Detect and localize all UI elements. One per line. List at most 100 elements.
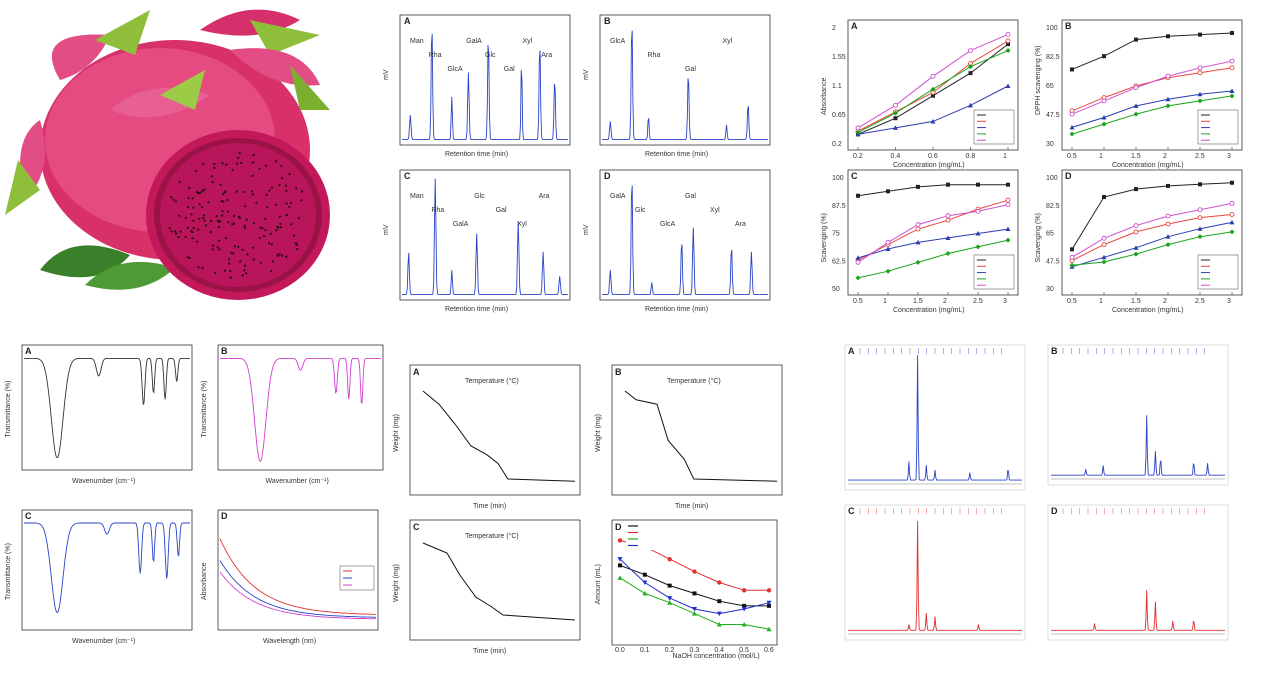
x-tick-label: 2 [943,298,947,305]
tga-top-axis: Temperature (°C) [465,377,519,385]
seed [178,180,181,183]
tga-curve [422,390,576,482]
data-point [742,603,747,608]
seed [227,258,231,261]
x-tick-label: 0.8 [966,153,976,160]
hplc-peak-label: GalA [453,221,469,228]
data-point [1006,42,1010,47]
data-point [855,125,861,131]
data-point [1069,254,1075,260]
ftir-xlabel: Wavenumber (cm⁻¹) [72,478,135,485]
data-point [1229,200,1235,206]
tga-frame [611,519,778,646]
hplc-peak-label: Rha [431,207,444,214]
data-point [1197,65,1203,71]
seed [220,200,223,203]
seed [224,190,227,193]
seed [271,260,275,263]
seed [226,210,229,213]
seed [207,201,210,204]
data-point [741,588,747,593]
seed [236,162,239,165]
seed [243,190,246,194]
y-tick-label: 47.5 [1046,258,1060,265]
seed [197,266,200,269]
data-point [1102,54,1106,59]
data-point [930,118,936,124]
spectrum-trace [402,33,568,141]
hplc-panel-label: A [404,16,411,26]
seed [222,192,225,195]
chart-panel-label: A [851,21,858,31]
hplc-peak-label: Ara [539,193,550,200]
data-point [1133,223,1139,229]
seed [285,213,288,217]
series-line [857,228,1009,259]
data-point [1005,48,1011,54]
data-point [1133,111,1139,117]
chart-frame [1061,169,1243,296]
data-point [1230,180,1234,185]
tga-top-axis: Temperature (°C) [667,377,721,385]
seed [259,226,262,229]
seed [172,198,175,201]
data-point [931,93,935,98]
seed [265,193,268,196]
data-point [1101,114,1107,120]
data-point [885,268,891,274]
data-point [1198,182,1202,187]
data-point [1165,103,1171,109]
data-point [1229,65,1235,71]
seed [238,152,241,155]
seed [191,197,194,200]
seed [276,253,279,257]
seed [264,217,267,220]
ftir-xlabel: Wavenumber (cm⁻¹) [266,478,329,485]
seed [210,175,214,178]
hplc-ylabel: mV [583,224,590,235]
seed [237,245,240,248]
tga-frame [409,364,581,496]
tga-panel-label: C [413,522,420,532]
series-line [1071,221,1233,268]
data-point [667,600,673,605]
y-tick-label: 30 [1046,141,1054,148]
x-tick-label: 2 [1163,298,1167,305]
series-line [619,577,770,630]
tga-panel-label: D [615,522,622,532]
chart-ylabel: Scavenging (%) [821,213,828,262]
seed [217,220,220,223]
spectrum-trace [402,178,568,296]
hplc-panel-label: C [404,171,411,181]
nmr-spectra: A B C D [844,344,1229,641]
data-point [1165,96,1171,102]
x-tick-label: 0.5 [1067,153,1077,160]
hplc-frame [599,14,771,146]
seed [258,236,261,240]
data-point [1166,34,1170,39]
seed [202,163,205,166]
seed [232,214,235,218]
seed [190,213,193,216]
seed [194,169,197,173]
legend-box [1197,254,1239,290]
seed [288,205,291,208]
x-tick-label: 3 [1227,298,1231,305]
data-point [975,231,981,236]
seed [266,206,269,209]
x-tick-label: 1.5 [913,298,923,305]
seed [209,231,212,234]
seed [205,224,208,227]
tga-top-axis: Temperature (°C) [465,532,519,540]
data-point [642,580,648,585]
x-tick-label: 2.5 [1195,153,1205,160]
series-line [1071,182,1233,250]
data-point [930,73,936,79]
hplc-frame [599,169,771,301]
ftir-spectra: A Wavenumber (cm⁻¹) Transmittance (%) B Wave… [5,344,384,645]
chart-panel-label: D [1065,171,1072,181]
x-tick-label: 3 [1227,153,1231,160]
chart-ylabel: DPPH scavenging (%) [1035,45,1042,115]
x-tick-label: 0.3 [690,647,700,654]
data-point [1229,212,1235,217]
